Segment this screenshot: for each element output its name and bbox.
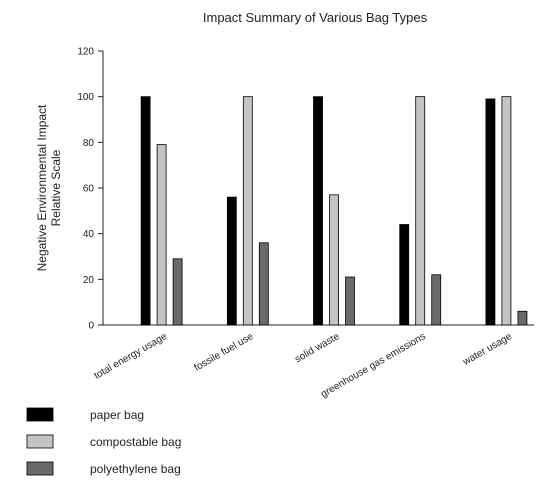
legend-label-polyethylene-bag: polyethylene bag bbox=[90, 462, 181, 476]
bar-paper-bag-3 bbox=[399, 224, 410, 326]
legend: paper bag compostable bag polyethylene bag bbox=[26, 407, 181, 476]
x-tick-label: solid waste bbox=[293, 331, 342, 365]
x-tick-label: water usage bbox=[460, 331, 514, 368]
y-tick-label: 20 bbox=[83, 275, 95, 286]
legend-label-paper-bag: paper bag bbox=[90, 408, 144, 422]
bar-compostable-bag-1 bbox=[242, 96, 253, 326]
bar-polyethylene-bag-4 bbox=[517, 310, 528, 326]
y-tick-label: 60 bbox=[83, 184, 95, 195]
y-tick-label: 100 bbox=[77, 92, 94, 103]
legend-label-compostable-bag: compostable bag bbox=[90, 435, 181, 449]
y-tick-label: 120 bbox=[77, 47, 94, 58]
bar-polyethylene-bag-3 bbox=[431, 274, 442, 326]
bar-paper-bag-0 bbox=[140, 96, 151, 326]
plot-area: 0 20 40 60 80 100 120 total energy usage fossile… bbox=[77, 47, 534, 400]
x-tick-label: total energy usage bbox=[92, 331, 169, 382]
y-tick-label: 80 bbox=[83, 138, 95, 149]
legend-swatch-polyethylene-bag bbox=[26, 461, 54, 476]
bar-compostable-bag-0 bbox=[156, 144, 167, 326]
legend-swatch-paper-bag bbox=[26, 407, 54, 422]
bar-polyethylene-bag-0 bbox=[172, 258, 183, 326]
x-tick-label: fossile fuel use bbox=[193, 331, 256, 374]
bar-compostable-bag-4 bbox=[501, 96, 512, 326]
bar-polyethylene-bag-2 bbox=[345, 276, 355, 326]
legend-swatch-compostable-bag bbox=[26, 434, 54, 449]
chart-title: Impact Summary of Various Bag Types bbox=[203, 10, 428, 25]
bar-compostable-bag-2 bbox=[329, 194, 339, 326]
bar-polyethylene-bag-1 bbox=[258, 242, 269, 326]
bar-paper-bag-4 bbox=[485, 98, 496, 326]
y-tick-label: 0 bbox=[88, 321, 94, 332]
y-tick-label: 40 bbox=[83, 229, 95, 240]
bar-paper-bag-2 bbox=[313, 96, 323, 326]
y-axis-label-line-1: Negative Environmental Impact bbox=[35, 104, 49, 271]
y-axis-label-line-2: Relative Scale bbox=[49, 149, 63, 226]
bar-compostable-bag-3 bbox=[415, 96, 426, 326]
bar-paper-bag-1 bbox=[226, 196, 237, 326]
